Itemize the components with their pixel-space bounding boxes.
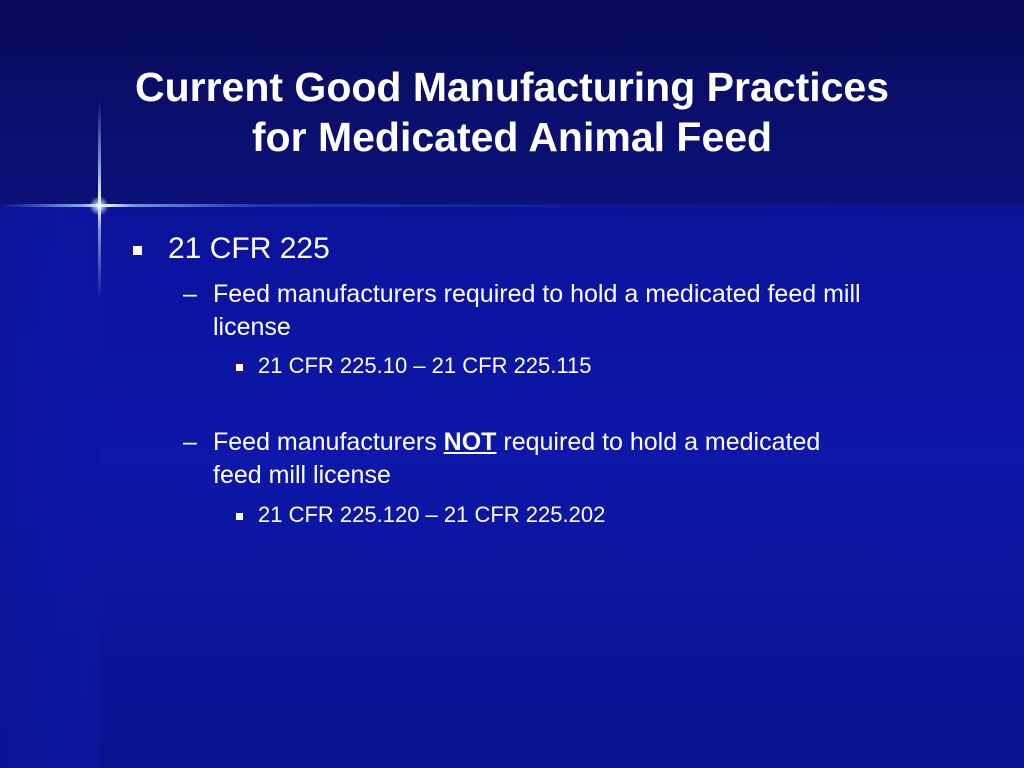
bullet-level2-item1: Feed manufacturers required to hold a me… [213, 278, 973, 344]
item2-suffix: required to hold a medicated [496, 428, 821, 456]
item2-prefix: Feed manufacturers [213, 428, 444, 456]
dash-bullet-icon: – [183, 428, 197, 456]
title-line-2: for Medicated Animal Feed [251, 114, 773, 160]
bullet-level1-text: 21 CFR 225 [168, 232, 330, 265]
bullet-level2-item2-line1: Feed manufacturers NOT required to hold … [213, 426, 973, 459]
left-accent-strip [0, 206, 100, 768]
square-bullet-icon [236, 513, 243, 520]
bullet-level3-item1: 21 CFR 225.10 – 21 CFR 225.115 [258, 353, 592, 378]
slide-title: Current Good Manufacturing Practices for… [40, 62, 984, 162]
bullet-level2-item1-line1: Feed manufacturers required to hold a me… [213, 280, 861, 308]
bullet-level2-item1-line2: license [213, 313, 291, 341]
bullet-level3-item2: 21 CFR 225.120 – 21 CFR 225.202 [258, 502, 606, 527]
bullet-level2-item2: Feed manufacturers NOT required to hold … [213, 426, 973, 492]
square-bullet-icon [133, 246, 142, 255]
dash-bullet-icon: – [183, 280, 197, 308]
square-bullet-icon [236, 364, 243, 371]
not-emphasis: NOT [443, 428, 497, 456]
title-band [0, 0, 1024, 206]
star-sparkle-icon [89, 196, 109, 216]
bullet-level2-item2-line2: feed mill license [213, 461, 391, 489]
horizontal-glow-line [0, 204, 1024, 207]
title-line-1: Current Good Manufacturing Practices [134, 64, 890, 110]
